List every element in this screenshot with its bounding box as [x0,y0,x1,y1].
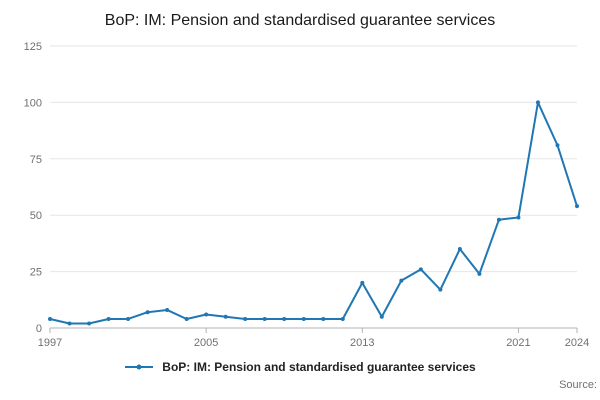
legend-line-icon [125,364,154,370]
data-point [575,204,579,209]
data-point [67,321,72,326]
chart-title: BoP: IM: Pension and standardised guaran… [104,12,496,29]
x-tick-label: 1997 [38,337,62,349]
x-tick-label: 2013 [350,337,374,349]
legend-label: BoP: IM: Pension and standardised guaran… [162,360,476,374]
data-point [457,247,462,252]
data-point [418,267,423,272]
data-point [282,316,287,321]
y-tick-label: 25 [30,267,42,279]
y-tick-label: 75 [30,154,42,166]
x-tick-label: 2024 [565,337,589,349]
data-point [535,100,540,105]
data-point [126,316,131,321]
data-point [438,287,443,292]
y-tick-label: 125 [24,41,42,53]
x-tick-label: 2005 [194,337,218,349]
legend-marker [136,364,142,370]
data-point [48,316,52,321]
data-point [243,316,248,321]
data-point [555,143,560,148]
y-tick-label: 100 [24,97,42,109]
source-text: Source: [559,379,597,391]
data-point [184,316,189,321]
data-point [340,316,345,321]
data-point [106,316,111,321]
data-point [223,314,228,319]
data-point [379,314,384,319]
data-point [360,280,365,285]
data-point [399,278,404,283]
data-point [477,271,482,276]
data-point [301,316,306,321]
data-point [165,307,170,312]
data-point [87,321,92,326]
data-point [204,312,209,317]
data-point [516,215,521,220]
data-point [145,310,150,315]
data-point [496,217,501,222]
x-tick-label: 2021 [506,337,530,349]
data-point [321,316,326,321]
data-point [262,316,267,321]
y-tick-label: 50 [30,210,42,222]
series-line [49,101,578,325]
legend[interactable]: BoP: IM: Pension and standardised guaran… [0,358,600,376]
line-chart: 0 25 50 75 100 125 1997 2005 2013 2021 2024 [24,41,590,349]
y-tick-label: 0 [36,323,42,335]
